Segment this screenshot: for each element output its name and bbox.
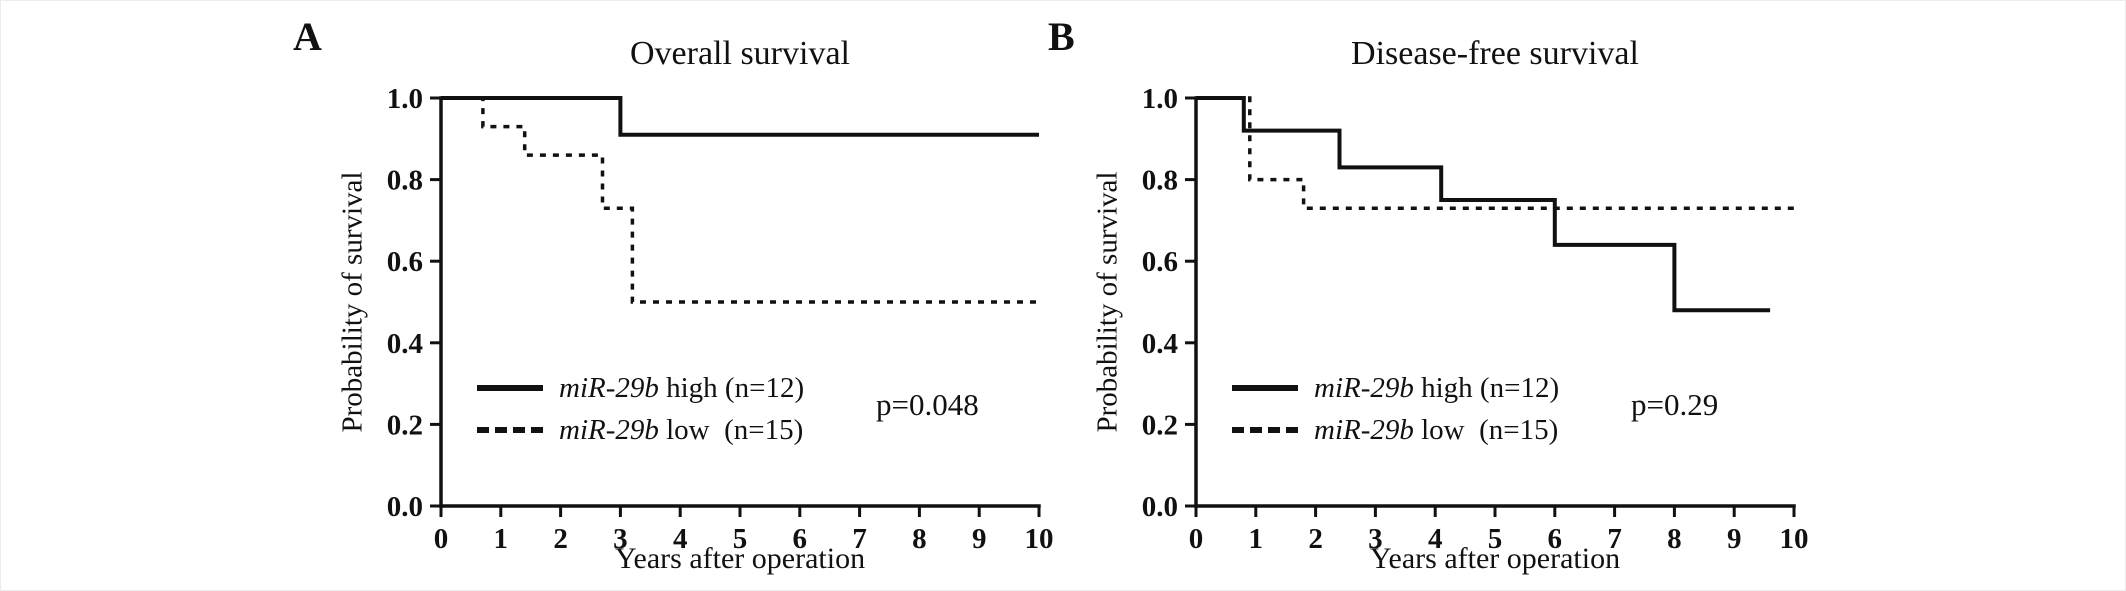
survival-curve-dashed — [1196, 96, 1794, 210]
legend-label: miR-29b low (n=15) — [1314, 414, 1558, 447]
legend-label-rest: low (n=15) — [658, 413, 804, 446]
x-tick-label: 6 — [1548, 523, 1563, 555]
survival-curve-solid — [1196, 96, 1771, 313]
legend: miR-29b high (n=12) miR-29b low (n=15) — [1232, 367, 1559, 451]
legend-label-gene-italic: miR-29b — [1314, 371, 1414, 404]
legend-solid-line-swatch — [1232, 385, 1298, 391]
legend-label-gene-italic: miR-29b — [559, 413, 659, 446]
x-tick-label: 7 — [852, 523, 867, 555]
y-tick-label: 0.4 — [387, 328, 423, 360]
km-plot-disease-free-survival: 0.0 0.2 0.4 0.6 0.8 1.0 0 1 2 3 4 5 6 7 8 9 10 — [1142, 83, 1809, 555]
x-tick-label: 0 — [1189, 523, 1204, 555]
y-tick-label: 1.0 — [387, 83, 423, 115]
x-axis-label: Years after operation — [1369, 542, 1621, 575]
survival-curve-dashed — [441, 96, 1039, 304]
x-axis-label: Years after operation — [614, 542, 866, 575]
x-tick-label: 1 — [494, 523, 509, 555]
x-tick-label: 2 — [553, 523, 568, 555]
x-tick-label: 5 — [1488, 523, 1503, 555]
legend-label: miR-29b high (n=12) — [559, 372, 804, 405]
legend-item-mir29b-high: miR-29b high (n=12) — [1232, 367, 1559, 409]
y-axis-label: Probability of survival — [1091, 171, 1124, 433]
panel-disease-free-survival: B Disease-free survival 0.0 0.2 0.4 0.6 0.8 1… — [986, 1, 1846, 590]
x-tick-label: 9 — [972, 523, 987, 555]
x-tick-label: 10 — [1780, 523, 1809, 555]
legend-dashed-line-swatch — [477, 427, 543, 433]
y-tick-label: 0.0 — [387, 491, 423, 523]
x-tick-label: 8 — [1667, 523, 1682, 555]
x-tick-label: 5 — [733, 523, 748, 555]
y-tick-label: 0.0 — [1142, 491, 1178, 523]
y-tick-label: 0.6 — [387, 246, 423, 278]
y-tick-label: 1.0 — [1142, 83, 1178, 115]
y-axis-label: Probability of survival — [336, 171, 369, 433]
x-tick-label: 7 — [1607, 523, 1622, 555]
legend-solid-line-swatch — [477, 385, 543, 391]
x-tick-label: 4 — [1428, 523, 1443, 555]
x-tick-label: 3 — [613, 523, 628, 555]
legend-item-mir29b-low: miR-29b low (n=15) — [1232, 409, 1559, 451]
panel-overall-survival: A Overall survival 0.0 0.2 0.4 0.6 0.8 1.0 0 1 2… — [231, 1, 1091, 590]
x-tick-label: 2 — [1308, 523, 1323, 555]
x-tick-label: 9 — [1727, 523, 1742, 555]
y-tick-label: 0.6 — [1142, 246, 1178, 278]
chart-title-disease-free-survival: Disease-free survival — [1351, 35, 1639, 72]
legend-dashed-line-swatch — [1232, 427, 1298, 433]
panel-label-b: B — [1048, 14, 1075, 59]
legend-label-rest: high (n=12) — [658, 371, 805, 404]
chart-title-overall-survival: Overall survival — [630, 35, 850, 72]
x-tick-label: 3 — [1368, 523, 1383, 555]
p-value: p=0.048 — [876, 387, 979, 422]
y-tick-label: 0.8 — [1142, 165, 1178, 197]
x-tick-label: 8 — [912, 523, 927, 555]
p-value: p=0.29 — [1631, 387, 1719, 422]
x-tick-label: 0 — [434, 523, 449, 555]
legend: miR-29b high (n=12) miR-29b low (n=15) — [477, 367, 804, 451]
legend-label-rest: low (n=15) — [1413, 413, 1559, 446]
y-tick-label: 0.2 — [387, 409, 423, 441]
legend-label-rest: high (n=12) — [1413, 371, 1560, 404]
legend-label-gene-italic: miR-29b — [559, 371, 659, 404]
legend-label-gene-italic: miR-29b — [1314, 413, 1414, 446]
y-tick-label: 0.2 — [1142, 409, 1178, 441]
km-plot-overall-survival: 0.0 0.2 0.4 0.6 0.8 1.0 0 1 2 3 4 5 6 7 8 9 10 — [387, 83, 1054, 555]
legend-label: miR-29b low (n=15) — [559, 414, 803, 447]
survival-curve-solid — [441, 96, 1039, 137]
legend-item-mir29b-high: miR-29b high (n=12) — [477, 367, 804, 409]
x-tick-label: 6 — [793, 523, 808, 555]
x-tick-label: 1 — [1249, 523, 1264, 555]
legend-item-mir29b-low: miR-29b low (n=15) — [477, 409, 804, 451]
y-tick-label: 0.4 — [1142, 328, 1178, 360]
x-tick-label: 10 — [1025, 523, 1054, 555]
y-tick-label: 0.8 — [387, 165, 423, 197]
x-tick-label: 4 — [673, 523, 688, 555]
legend-label: miR-29b high (n=12) — [1314, 372, 1559, 405]
panel-label-a: A — [293, 14, 322, 59]
